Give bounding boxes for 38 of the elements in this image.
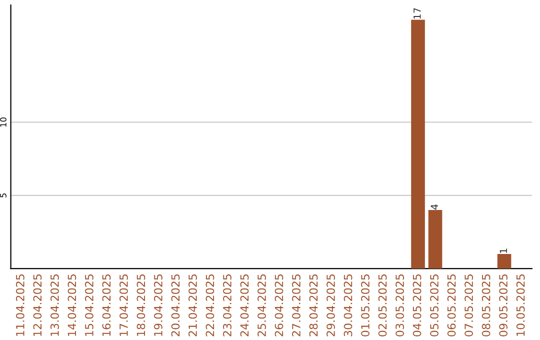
x-tick-label: 18.04.2025 — [136, 274, 146, 336]
x-tick-label: 25.04.2025 — [258, 274, 266, 336]
x-tick-label: 19.04.2025 — [154, 274, 162, 336]
x-tick-label: 06.05.2025 — [447, 274, 456, 336]
x-tick-label: 22.04.2025 — [206, 274, 214, 336]
bar — [428, 210, 442, 269]
x-tick-label: 29.04.2025 — [326, 274, 335, 336]
y-tick-label: 5 — [0, 193, 6, 198]
x-tick-label: 17.04.2025 — [120, 274, 128, 336]
bar — [497, 254, 512, 269]
data-label: 1 — [500, 248, 507, 253]
x-tick-label: 04.05.2025 — [412, 274, 422, 336]
x-tick-label: 07.05.2025 — [464, 274, 474, 336]
x-tick-label: 23.04.2025 — [223, 274, 232, 336]
x-tick-label: 02.05.2025 — [378, 274, 387, 336]
x-tick-label: 13.04.2025 — [50, 274, 59, 336]
x-tick-label: 27.04.2025 — [292, 274, 300, 336]
x-tick-label: 10.05.2025 — [516, 274, 525, 336]
x-tick-label: 28.04.2025 — [309, 274, 318, 336]
data-label: 17 — [414, 8, 421, 19]
x-tick-label: 16.04.2025 — [102, 274, 111, 336]
x-tick-label: 24.04.2025 — [240, 274, 249, 336]
x-tick-label: 11.04.2025 — [16, 274, 24, 336]
bar — [411, 20, 425, 269]
data-label: 4 — [430, 204, 438, 210]
x-tick-label: 08.05.2025 — [482, 274, 490, 336]
x-tick-label: 21.04.2025 — [188, 274, 197, 336]
x-tick-label: 03.05.2025 — [396, 274, 404, 336]
x-tick-label: 01.05.2025 — [361, 274, 370, 336]
x-tick-label: 20.04.2025 — [171, 274, 180, 336]
x-tick-label: 05.05.2025 — [430, 274, 438, 336]
x-tick-label: 14.04.2025 — [68, 274, 76, 336]
x-tick-label: 26.04.2025 — [274, 274, 284, 336]
y-tick-label: 10 — [0, 117, 6, 127]
x-tick-label: 15.04.2025 — [84, 274, 94, 336]
x-tick-label: 30.04.2025 — [344, 274, 352, 336]
x-tick-label: 09.05.2025 — [499, 274, 508, 336]
x-tick-label: 12.04.2025 — [33, 274, 42, 336]
